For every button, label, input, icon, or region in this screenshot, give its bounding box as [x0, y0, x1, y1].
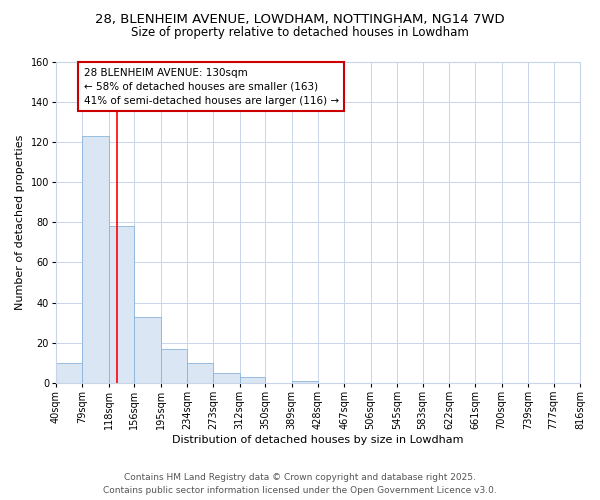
- Bar: [239, 377, 265, 383]
- Bar: [134, 316, 161, 383]
- Bar: [56, 363, 82, 383]
- X-axis label: Distribution of detached houses by size in Lowdham: Distribution of detached houses by size …: [172, 435, 464, 445]
- Bar: [214, 373, 239, 383]
- Y-axis label: Number of detached properties: Number of detached properties: [15, 134, 25, 310]
- Bar: [161, 349, 187, 383]
- Bar: [187, 363, 214, 383]
- Bar: [82, 136, 109, 383]
- Text: Size of property relative to detached houses in Lowdham: Size of property relative to detached ho…: [131, 26, 469, 39]
- Bar: [109, 226, 134, 383]
- Text: 28, BLENHEIM AVENUE, LOWDHAM, NOTTINGHAM, NG14 7WD: 28, BLENHEIM AVENUE, LOWDHAM, NOTTINGHAM…: [95, 12, 505, 26]
- Bar: [292, 381, 318, 383]
- Text: 28 BLENHEIM AVENUE: 130sqm
← 58% of detached houses are smaller (163)
41% of sem: 28 BLENHEIM AVENUE: 130sqm ← 58% of deta…: [83, 68, 339, 106]
- Text: Contains HM Land Registry data © Crown copyright and database right 2025.
Contai: Contains HM Land Registry data © Crown c…: [103, 474, 497, 495]
